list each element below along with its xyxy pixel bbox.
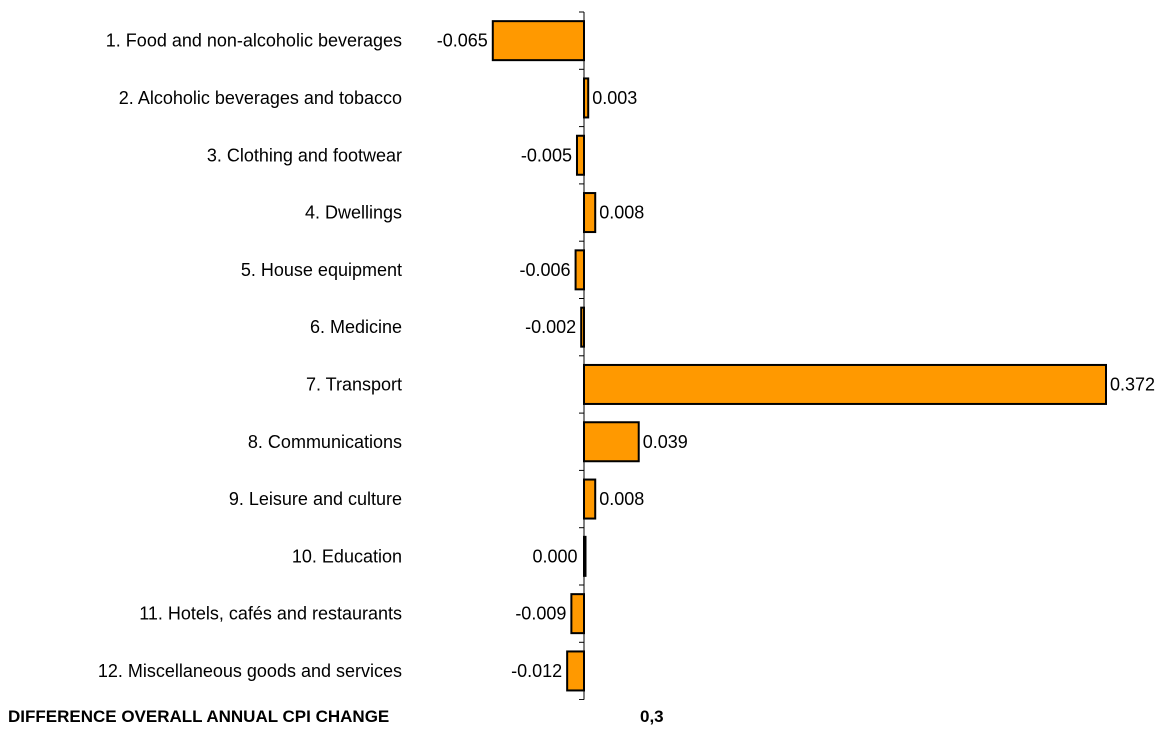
axis-layer bbox=[579, 11, 585, 700]
bar bbox=[583, 421, 640, 463]
category-label: 4. Dwellings bbox=[305, 203, 402, 223]
cpi-change-label: DIFFERENCE OVERALL ANNUAL CPI CHANGE bbox=[8, 707, 390, 726]
value-label: 0.003 bbox=[592, 88, 637, 108]
category-label: 10. Education bbox=[292, 546, 402, 566]
bar bbox=[491, 20, 585, 62]
bar bbox=[583, 363, 1107, 405]
category-label: 1. Food and non-alcoholic beverages bbox=[106, 31, 402, 51]
value-label: -0.012 bbox=[511, 661, 562, 681]
bar bbox=[574, 249, 585, 291]
bar-chart: 1. Food and non-alcoholic beverages -0.06… bbox=[98, 11, 1155, 700]
category-label: 7. Transport bbox=[306, 374, 402, 394]
value-label: -0.009 bbox=[515, 604, 566, 624]
labels-layer: 1. Food and non-alcoholic beverages -0.06… bbox=[98, 31, 1155, 681]
bar bbox=[583, 478, 597, 520]
cpi-change-value: 0,3 bbox=[640, 707, 664, 726]
value-label: 0.372 bbox=[1110, 374, 1155, 394]
bar bbox=[583, 535, 587, 577]
bar bbox=[575, 134, 586, 176]
category-label: 12. Miscellaneous goods and services bbox=[98, 661, 402, 681]
value-label: 0.008 bbox=[599, 203, 644, 223]
bars-layer bbox=[491, 20, 1107, 692]
category-label: 9. Leisure and culture bbox=[229, 489, 402, 509]
bar bbox=[566, 650, 586, 692]
value-label: -0.005 bbox=[521, 145, 572, 165]
value-label: -0.006 bbox=[520, 260, 571, 280]
value-label: -0.002 bbox=[525, 317, 576, 337]
bar bbox=[580, 306, 585, 348]
category-label: 2. Alcoholic beverages and tobacco bbox=[119, 88, 402, 108]
category-label: 11. Hotels, cafés and restaurants bbox=[139, 604, 402, 624]
category-label: 6. Medicine bbox=[310, 317, 402, 337]
bar bbox=[570, 593, 586, 635]
bar bbox=[583, 77, 590, 119]
bar bbox=[583, 192, 597, 234]
value-label: 0.000 bbox=[532, 546, 577, 566]
value-label: 0.039 bbox=[643, 432, 688, 452]
category-label: 3. Clothing and footwear bbox=[207, 145, 402, 165]
category-label: 8. Communications bbox=[248, 432, 402, 452]
category-label: 5. House equipment bbox=[241, 260, 402, 280]
value-label: -0.065 bbox=[437, 31, 488, 51]
value-label: 0.008 bbox=[599, 489, 644, 509]
